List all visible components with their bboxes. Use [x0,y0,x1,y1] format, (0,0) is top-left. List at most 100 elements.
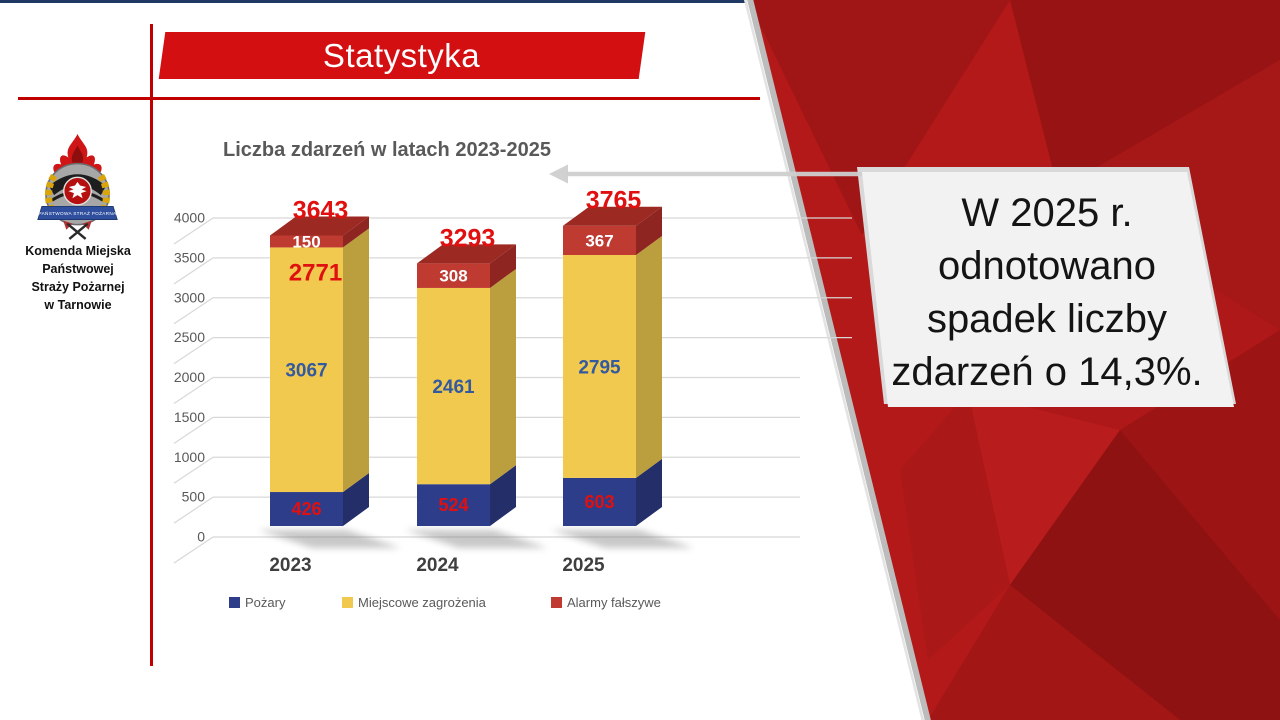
bar-2025: 603 2795 367 3765 2025 [551,187,694,576]
bar-shadow [551,530,694,548]
bar-top-face [417,244,516,264]
y-axis-label: 3000 [174,289,205,305]
callout-line: W 2025 r. [961,191,1133,235]
x-axis-label: 2023 [269,555,311,576]
y-axis-label: 2000 [174,369,205,385]
callout-line: odnotowano [938,244,1156,288]
legend-label: Miejscowe zagrożenia [358,595,487,610]
segment-side-0 [343,473,369,526]
grid-tick-diagonal [173,496,214,524]
extra-annotation-label: 2771 [289,259,342,286]
callout-line: zdarzeń o 14,3%. [891,350,1203,394]
org-line: Państwowej [42,262,114,276]
grid-tick-diagonal [173,456,214,484]
y-axis-label: 1500 [174,409,205,425]
callout-text: W 2025 r. odnotowano spadek liczby zdarz… [877,187,1217,399]
pozary-value-label: 524 [438,495,468,515]
segment-side-1 [343,228,369,493]
grid-tick-diagonal [173,416,214,444]
y-axis-label: 0 [197,529,205,545]
y-axis-label: 4000 [174,210,205,226]
legend-item-2: Alarmy fałszywe [551,595,661,610]
grid-tick-diagonal [173,337,214,365]
total-label: 3293 [440,224,496,252]
segment-front-1 [417,287,490,485]
grid-tick-diagonal [173,297,214,325]
bar-top-face [563,206,662,226]
segment-side-2 [636,206,662,256]
x-axis-label: 2024 [416,555,459,576]
fire-brigade-emblem: PAŃSTWOWA STRAŻ POŻARNA [37,134,118,240]
grid-tick-diagonal [173,257,214,285]
axe-handle-left [66,222,87,240]
bar-2023: 426 3067 150 3643 2023 [258,196,401,576]
grid: 0 500 1000 1500 2000 2500 3000 3500 4000 [173,210,852,564]
segment-front-2 [270,235,343,248]
segment-front-0 [270,492,343,526]
segment-front-0 [417,484,490,526]
miejscowe-value-label: 2461 [432,377,475,398]
segment-front-1 [270,247,343,493]
legend-item-0: Pożary [229,595,286,610]
segment-side-2 [490,244,516,288]
callout-panel [862,172,1234,407]
alarmy-value-label: 308 [439,267,467,286]
segment-side-1 [636,236,662,478]
callout-line: spadek liczby [926,297,1168,341]
callout-arrow [549,164,862,184]
segment-side-2 [343,216,369,248]
segment-side-0 [636,458,662,526]
bar-top-face [270,216,369,236]
legend-item-1: Miejscowe zagrożenia [342,595,487,610]
red-vertical-rule [150,24,153,666]
miejscowe-value-label: 3067 [285,361,327,382]
y-axis-label: 3500 [174,249,205,265]
y-axis-label: 2500 [174,329,205,345]
bar-2024: 524 2461 308 3293 2024 [405,224,548,576]
segment-side-1 [490,268,516,485]
y-axis-label: 1000 [174,449,205,465]
red-horizontal-rule [18,97,760,100]
legend-swatch [551,597,562,608]
segment-front-2 [417,263,490,288]
pozary-value-label: 603 [584,492,614,512]
org-line: w Tarnowie [44,298,112,312]
callout-arrow-head [549,164,568,184]
total-label: 3643 [293,196,349,224]
bar-shadow [405,530,548,548]
grid-tick-diagonal [173,536,214,564]
segment-front-1 [563,255,636,478]
segment-side-0 [490,465,516,526]
organization-name: Komenda Miejska Państwowej Straży Pożarn… [7,242,149,314]
legend-label: Pożary [245,595,286,610]
ribbon-text: PAŃSTWOWA STRAŻ POŻARNA [39,210,117,216]
org-line: Straży Pożarnej [31,280,125,294]
legend-label: Alarmy fałszywe [567,595,661,610]
alarmy-value-label: 150 [292,232,320,251]
legend-swatch [229,597,240,608]
page-edge-highlight [743,0,925,720]
alarmy-value-label: 367 [585,231,613,250]
ribbon [37,205,118,220]
flame-inner [71,145,84,163]
pozary-value-label: 426 [291,499,321,519]
miejscowe-value-label: 2795 [578,357,621,378]
legend-swatch [342,597,353,608]
axe-handle-right [68,222,89,240]
segment-front-2 [563,225,636,256]
x-axis-label: 2025 [562,555,605,576]
y-axis-label: 500 [182,489,206,505]
grid-tick-diagonal [173,377,214,404]
bar-shadow [258,530,401,548]
page-edge-diagonal [747,0,931,720]
segment-front-0 [563,477,636,526]
total-label: 3765 [586,187,642,215]
chart-title: Liczba zdarzeń w latach 2023-2025 [223,139,551,161]
eagle-icon [68,181,87,199]
top-accent-line [0,0,746,3]
org-line: Komenda Miejska [25,244,131,258]
grid-tick-diagonal [173,217,214,245]
